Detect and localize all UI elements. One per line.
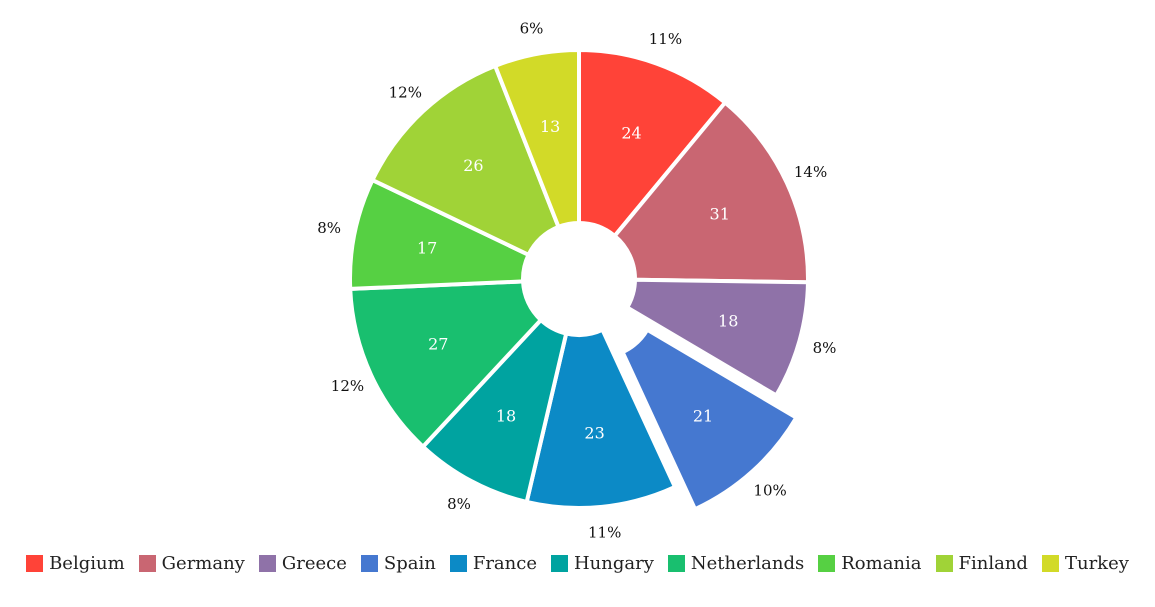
slice-percent-label-greece: 8%	[813, 339, 837, 357]
pie-slice-netherlands	[348, 279, 544, 450]
slice-percent-label-turkey: 6%	[520, 19, 544, 37]
legend-swatch-germany	[138, 554, 156, 572]
legend-item-finland: Finland	[935, 552, 1028, 574]
slice-value-label-turkey: 13	[540, 117, 560, 136]
slice-percent-label-spain: 10%	[753, 481, 786, 499]
pie-slice-greece	[624, 277, 811, 399]
legend-label-greece: Greece	[281, 552, 347, 574]
slice-value-label-germany: 31	[710, 205, 730, 224]
legend-label-france: France	[472, 552, 537, 574]
pie-slice-belgium	[577, 47, 728, 239]
legend-item-romania: Romania	[818, 552, 922, 574]
pie-slice-spain	[619, 326, 800, 512]
legend-swatch-finland	[935, 554, 953, 572]
pie-slice-hungary	[420, 317, 569, 505]
legend-swatch-france	[449, 554, 467, 572]
legend-item-spain: Spain	[360, 552, 436, 574]
legend-item-hungary: Hungary	[550, 552, 654, 574]
slice-value-label-romania: 17	[417, 238, 437, 257]
legend-item-turkey: Turkey	[1041, 552, 1129, 574]
legend-swatch-netherlands	[667, 554, 685, 572]
legend-swatch-greece	[258, 554, 276, 572]
pie-chart-svg: 24 11% 31 14% 18 8% 21 10% 23 11% 18 8% 27 12% 17 8% 26 1…	[317, 19, 837, 540]
legend-label-germany: Germany	[161, 552, 245, 574]
legend-label-netherlands: Netherlands	[690, 552, 805, 574]
slice-value-label-france: 23	[584, 424, 604, 443]
slice-percent-label-germany: 14%	[794, 163, 827, 181]
slice-value-label-spain: 21	[693, 407, 713, 426]
legend-swatch-hungary	[550, 554, 568, 572]
legend-label-romania: Romania	[841, 552, 922, 574]
slice-value-label-hungary: 18	[496, 406, 516, 425]
legend-label-spain: Spain	[383, 552, 436, 574]
slice-percent-label-france: 11%	[588, 524, 621, 540]
slice-percent-label-hungary: 8%	[447, 495, 471, 513]
slice-percent-label-finland: 12%	[389, 83, 422, 101]
slice-value-label-belgium: 24	[621, 124, 641, 143]
pie-slice-germany	[611, 99, 810, 285]
legend-label-hungary: Hungary	[573, 552, 654, 574]
legend-item-netherlands: Netherlands	[667, 552, 805, 574]
legend-label-finland: Finland	[958, 552, 1028, 574]
slice-percent-label-belgium: 11%	[649, 30, 682, 48]
legend-item-germany: Germany	[138, 552, 245, 574]
slice-value-label-greece: 18	[718, 311, 738, 330]
legend-swatch-romania	[818, 554, 836, 572]
legend-label-belgium: Belgium	[49, 552, 125, 574]
legend-swatch-spain	[360, 554, 378, 572]
slice-value-label-finland: 26	[463, 156, 483, 175]
legend-item-belgium: Belgium	[26, 553, 125, 574]
pie-slice-france	[524, 327, 678, 510]
legend-item-greece: Greece	[258, 552, 347, 574]
legend-swatch-turkey	[1041, 554, 1059, 572]
pie-slice-turkey	[492, 47, 581, 230]
legend-item-france: France	[449, 552, 537, 574]
slice-percent-label-netherlands: 12%	[331, 377, 364, 395]
slice-value-label-netherlands: 27	[428, 334, 448, 353]
chart-legend: Belgium Germany Greece Spain France Hungary Ne…	[0, 548, 1155, 578]
slice-percent-label-romania: 8%	[317, 219, 341, 237]
legend-swatch-belgium	[26, 554, 44, 572]
legend-label-turkey: Turkey	[1064, 552, 1129, 574]
